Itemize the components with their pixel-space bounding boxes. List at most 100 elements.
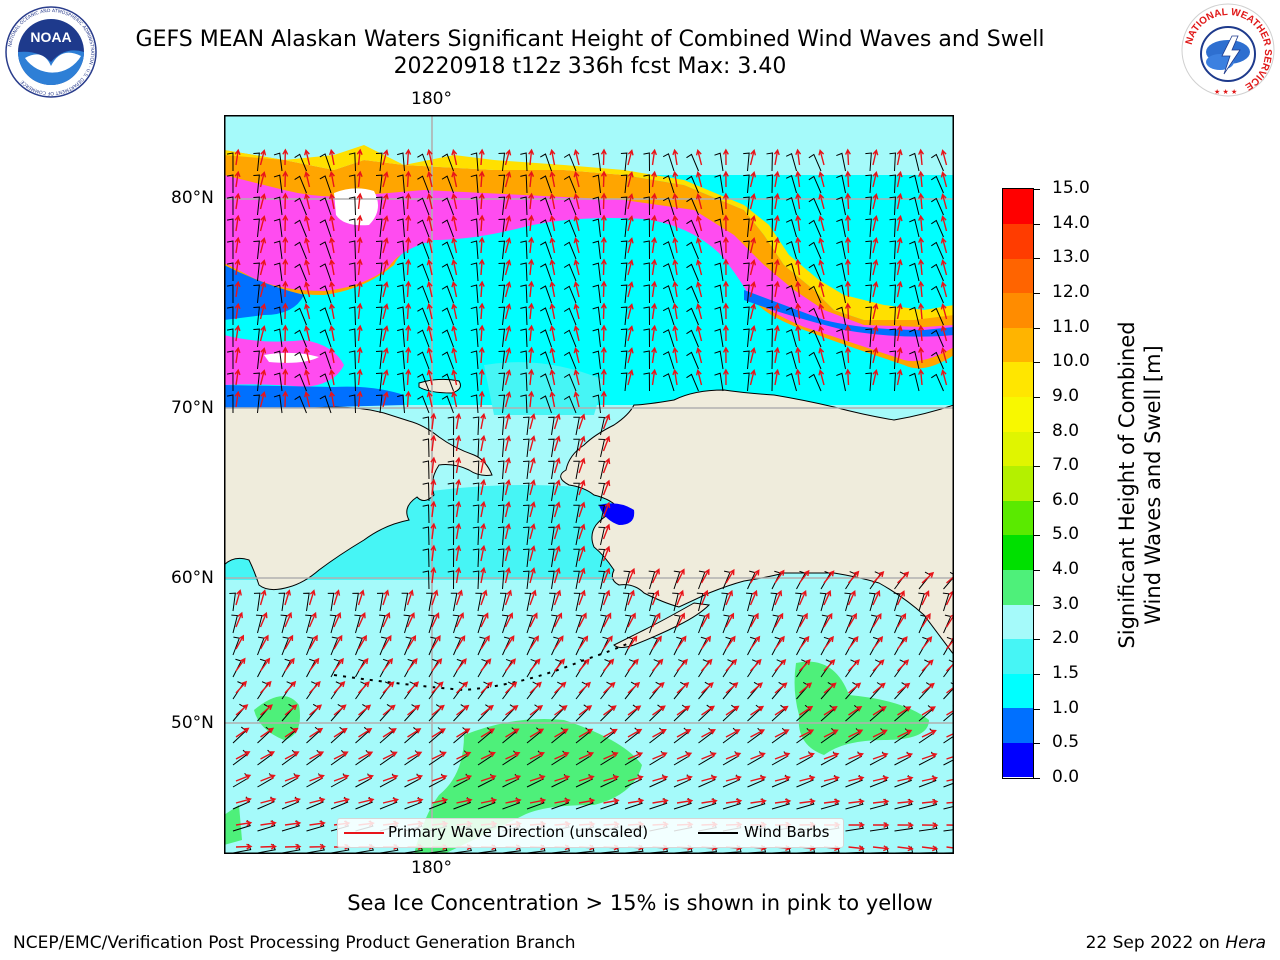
wave-direction-arrow <box>309 843 326 850</box>
wave-direction-arrow <box>823 729 839 738</box>
wind-barb <box>502 658 513 678</box>
wave-direction-arrow <box>529 413 536 430</box>
wave-direction-arrow <box>603 798 620 805</box>
wind-barb <box>620 262 628 282</box>
wind-barb <box>889 196 896 216</box>
wave-direction-arrow <box>896 636 908 650</box>
wave-direction-arrow <box>504 434 511 452</box>
colorbar-tick-label: 2.0 <box>1052 628 1080 649</box>
wave-direction-arrow <box>844 236 851 254</box>
wave-direction-arrow <box>426 280 433 298</box>
wind-barb <box>319 285 332 304</box>
wave-direction-arrow <box>478 148 485 166</box>
wave-direction-arrow <box>700 612 710 628</box>
wave-direction-arrow <box>602 523 611 540</box>
wave-direction-arrow <box>304 303 311 320</box>
wind-barb <box>563 153 577 172</box>
wave-direction-arrow <box>651 258 658 276</box>
wave-direction-arrow <box>478 236 485 254</box>
wave-direction-arrow <box>455 500 462 518</box>
wave-direction-arrow <box>431 612 440 628</box>
wind-barb <box>428 727 444 744</box>
wave-direction-arrow <box>478 280 485 298</box>
wave-direction-arrow <box>504 544 511 562</box>
wave-direction-arrow <box>304 149 311 166</box>
wave-direction-arrow <box>896 368 903 386</box>
wave-direction-arrow <box>529 681 542 694</box>
wind-barb <box>865 350 872 370</box>
colorbar-tick-label: 12.0 <box>1052 281 1090 302</box>
wind-barb <box>497 482 505 502</box>
wind-barb <box>540 175 552 194</box>
wave-direction-arrow <box>848 775 865 782</box>
wave-direction-arrow <box>382 369 389 386</box>
wave-direction-arrow <box>426 214 433 232</box>
wave-direction-arrow <box>304 347 311 364</box>
wind-barb <box>714 306 724 326</box>
wave-direction-arrow <box>773 324 780 342</box>
lat-label-70n: 70°N <box>171 398 214 418</box>
wind-barb <box>540 241 552 260</box>
wind-barb <box>592 306 601 326</box>
wind-barb <box>766 350 773 370</box>
wave-direction-arrow <box>897 682 911 694</box>
wave-direction-arrow <box>774 635 785 650</box>
wave-direction-arrow <box>504 215 512 232</box>
wave-direction-arrow <box>750 798 767 805</box>
wave-direction-arrow <box>504 456 511 474</box>
wave-direction-arrow <box>844 192 851 210</box>
wave-direction-arrow <box>897 571 910 584</box>
wave-direction-arrow <box>260 820 277 827</box>
wind-barb <box>232 681 244 700</box>
wave-direction-arrow <box>651 324 658 342</box>
colorbar-tick <box>1034 362 1040 364</box>
wind-barb <box>662 197 675 216</box>
wind-barb <box>417 219 430 238</box>
wind-barb <box>889 174 896 194</box>
wind-barb <box>226 262 234 282</box>
wind-barb <box>785 196 797 216</box>
wave-direction-arrow <box>627 237 634 254</box>
wave-direction-arrow <box>603 751 619 760</box>
colorbar-tick-label: 3.0 <box>1052 593 1080 614</box>
wind-barb <box>540 153 552 172</box>
wind-barb <box>766 306 773 326</box>
wind-barb <box>592 174 601 194</box>
wave-direction-arrow <box>282 170 289 188</box>
wave-direction-arrow <box>600 302 607 320</box>
wave-direction-arrow <box>451 346 458 364</box>
wave-direction-arrow <box>304 237 311 254</box>
wave-direction-arrow <box>529 545 536 562</box>
wave-direction-arrow <box>356 148 363 166</box>
wave-direction-arrow <box>480 412 487 430</box>
wave-direction-arrow <box>549 390 556 408</box>
wave-direction-arrow <box>528 302 535 320</box>
wave-direction-arrow <box>478 324 485 342</box>
wave-direction-arrow <box>672 214 679 232</box>
wave-direction-arrow <box>602 567 611 584</box>
wave-direction-arrow <box>795 258 802 276</box>
wave-direction-arrow <box>480 500 487 518</box>
wave-direction-arrow <box>451 324 458 342</box>
wind-barb <box>294 373 307 392</box>
wave-direction-arrow <box>528 368 535 386</box>
wave-direction-arrow <box>602 658 615 672</box>
wave-direction-arrow <box>774 658 787 672</box>
wave-direction-arrow <box>456 681 469 694</box>
wave-direction-arrow <box>676 635 687 650</box>
wind-barb <box>662 175 675 194</box>
wave-direction-arrow <box>750 682 763 694</box>
wind-barb <box>273 196 283 216</box>
wind-barb <box>548 570 555 590</box>
wind-barb <box>253 328 260 348</box>
wind-barb <box>785 328 797 348</box>
wind-barb <box>422 570 430 590</box>
wave-direction-arrow <box>528 214 535 232</box>
wind-barb <box>273 306 283 326</box>
wind-barb <box>348 262 356 282</box>
wave-direction-arrow <box>505 797 522 804</box>
wind-barb <box>231 614 238 634</box>
wave-direction-arrow <box>333 589 341 606</box>
wind-barb <box>548 526 555 546</box>
wave-direction-arrow <box>725 635 736 650</box>
